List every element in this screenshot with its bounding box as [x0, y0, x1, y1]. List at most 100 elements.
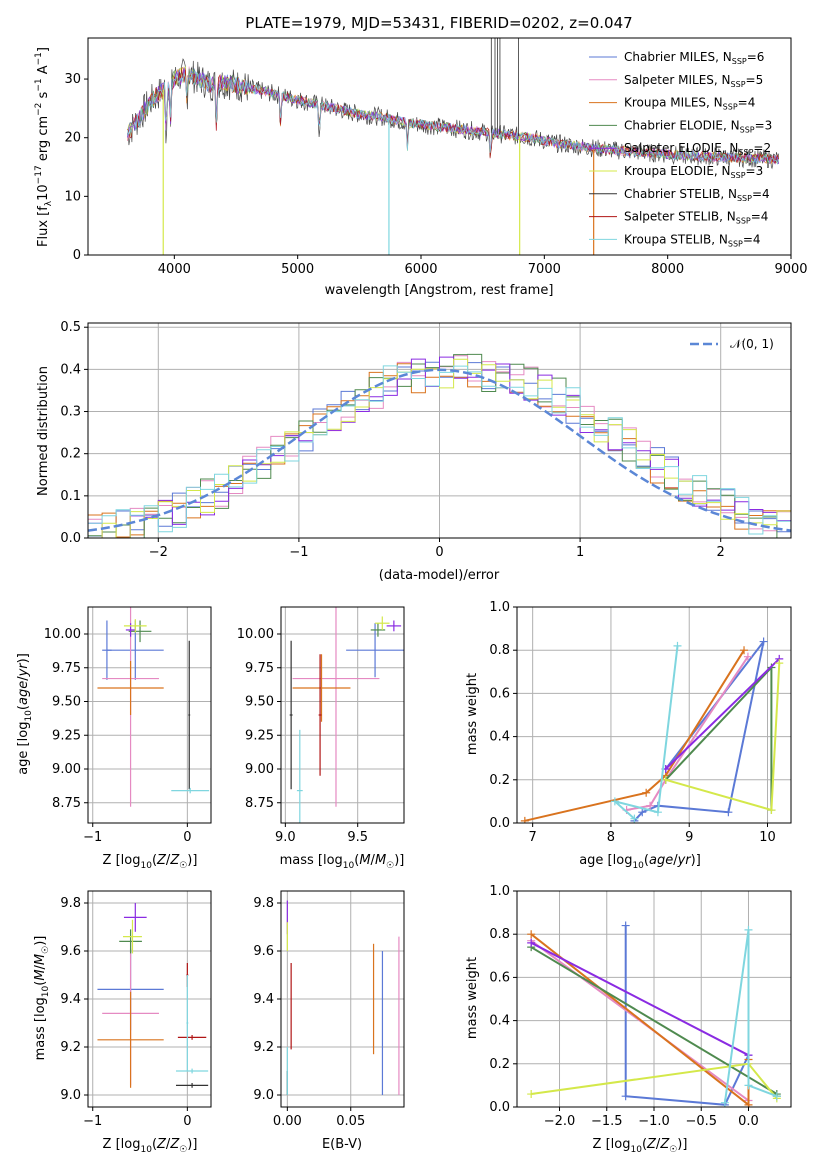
- age-z-xtick-label: −1: [83, 830, 102, 845]
- mw-age-series-kroupa_stelib: [614, 645, 679, 820]
- histogram-frame: [87, 322, 792, 539]
- spectrum-xtick-label: 4000: [158, 262, 191, 277]
- histogram-xtick-label: 1: [576, 545, 584, 560]
- mw-age-xlabel: age [log10(age/yr)]: [579, 853, 701, 871]
- histogram-ytick-label: 0.2: [60, 447, 81, 462]
- mw-age-xtick-label: 7: [529, 830, 537, 845]
- mass-z-ytick-label: 9.0: [60, 1088, 81, 1103]
- age-mass-ytick-label: 9.00: [245, 762, 274, 777]
- mw-z-ytick-label: 0.2: [489, 1057, 510, 1072]
- histogram-xtick-label: 2: [717, 545, 725, 560]
- age-z-ytick-label: 9.75: [52, 661, 81, 676]
- plot-area: [127, 38, 780, 255]
- mass-z-ytick-label: 9.6: [60, 944, 81, 959]
- histogram-xtick-label: −2: [149, 545, 168, 560]
- legend-label: Chabrier MILES, NSSP=6: [624, 50, 764, 66]
- mw-z-marker: [527, 930, 536, 939]
- mw-z-marker: [744, 1081, 753, 1090]
- mass-ebv-ytick-label: 9.2: [253, 1040, 274, 1055]
- age-mass-xlabel: mass [log10(M/M☉)]: [280, 853, 405, 871]
- mw-age-series-chabrier_elodie: [664, 664, 773, 810]
- legend-label: Chabrier ELODIE, NSSP=3: [624, 118, 772, 134]
- mass-z-ylabel: mass [log10(M/M☉)]: [33, 936, 51, 1061]
- mw-z-marker: [744, 925, 753, 934]
- histogram-ytick-label: 0.5: [60, 320, 81, 335]
- mw-age-ylabel: mass weight: [465, 673, 480, 755]
- histogram-ytick-label: 0.1: [60, 489, 81, 504]
- mw-z-ytick-label: 0.4: [489, 1014, 510, 1029]
- mw-z-ytick-label: 0.6: [489, 970, 510, 985]
- mass-z-ytick-label: 9.8: [60, 896, 81, 911]
- age-z-ytick-label: 9.25: [52, 728, 81, 743]
- mw-age-marker: [724, 808, 733, 817]
- plot-area: [97, 903, 209, 1088]
- legend-label: Kroupa STELIB, NSSP=4: [624, 232, 761, 248]
- mw-z-xtick-label: −2.0: [544, 1114, 576, 1129]
- mw-z-marker: [527, 1090, 536, 1099]
- mass-ebv-ytick-label: 9.0: [253, 1088, 274, 1103]
- mw-age-ytick-label: 0.0: [489, 816, 510, 831]
- mass-ebv-xtick-label: 0.05: [336, 1114, 365, 1129]
- mass-z-frame: [87, 890, 212, 1108]
- mw-age-series-kroupa_miles: [524, 649, 745, 822]
- mw-age-frame: [516, 606, 792, 824]
- plot-area: [88, 353, 791, 538]
- age-z-ytick-label: 8.75: [52, 796, 81, 811]
- plot-area: [289, 607, 404, 823]
- legend-label: 𝒩(0, 1): [730, 337, 774, 351]
- mw-z-frame: [516, 890, 792, 1108]
- mw-z-ytick-label: 1.0: [489, 884, 510, 899]
- age-mass-ytick-label: 9.25: [245, 728, 274, 743]
- mass-vs-metallicity-plot: −1 0 9.0 9.2 9.4 9.6 9.8: [60, 890, 212, 1129]
- mass-ebv-ytick-label: 9.8: [253, 896, 274, 911]
- mw-z-xlabel: Z [log10(Z/Z☉)]: [593, 1137, 688, 1155]
- spectrum-ylabel: Flux [fλ10−17 erg cm−2 s−1 A−1]: [34, 47, 54, 247]
- spectrum-xtick-label: 5000: [281, 262, 314, 277]
- age-vs-mass-plot: 9.0 9.5 8.75 9.00 9.25 9.50 9.75 10.00: [237, 606, 405, 845]
- mw-z-marker: [772, 1092, 781, 1101]
- plot-area: [527, 921, 781, 1107]
- mw-age-series-chabrier_miles: [633, 640, 765, 822]
- age-mass-ytick-label: 10.00: [237, 627, 274, 642]
- mw-z-ytick-label: 0.0: [489, 1100, 510, 1115]
- mw-age-marker: [520, 816, 529, 823]
- mw-z-xtick-label: −1.5: [591, 1114, 623, 1129]
- mw-age-marker: [610, 797, 619, 806]
- mw-age-ytick-label: 0.8: [489, 643, 510, 658]
- age-z-xlabel: Z [log10(Z/Z☉)]: [103, 853, 198, 871]
- age-mass-ytick-label: 9.50: [245, 695, 274, 710]
- mass-z-ytick-label: 9.4: [60, 992, 81, 1007]
- mass-z-ytick-label: 9.2: [60, 1040, 81, 1055]
- histogram-kroupa_stelib: [88, 365, 791, 535]
- mw-age-xtick-label: 9: [685, 830, 693, 845]
- mw-age-ytick-label: 0.4: [489, 730, 510, 745]
- spectrum-xtick-label: 7000: [528, 262, 561, 277]
- spectrum-frame: [87, 37, 792, 256]
- mw-age-marker: [673, 641, 682, 650]
- legend-label: Salpeter MILES, NSSP=5: [624, 73, 763, 89]
- mw-age-ytick-label: 1.0: [489, 600, 510, 615]
- age-mass-xtick-label: 9.0: [275, 830, 296, 845]
- mw-age-ytick-label: 0.6: [489, 686, 510, 701]
- mw-z-xtick-label: −1.0: [638, 1114, 670, 1129]
- mass-ebv-frame: [280, 890, 405, 1108]
- residual-histogram-plot: −2 −1 0 1 2 0.0 0.1 0.2 0.3 0.4 0.5 𝒩(0, 1): [60, 320, 792, 560]
- mass-ebv-xlabel: E(B-V): [322, 1137, 362, 1152]
- mass-z-xtick-label: −1: [83, 1114, 102, 1129]
- histogram-xtick-label: 0: [435, 545, 443, 560]
- mw-z-xtick-label: −0.5: [685, 1114, 717, 1129]
- legend-label: Salpeter STELIB, NSSP=4: [624, 210, 768, 226]
- normal-curve: [88, 368, 791, 532]
- spectrum-ytick-label: 0: [73, 248, 81, 263]
- histogram-xtick-label: −1: [289, 545, 308, 560]
- plot-area: [97, 607, 210, 807]
- mw-age-marker: [759, 637, 768, 646]
- histogram-xlabel: (data-model)/error: [379, 568, 500, 583]
- spectrum-salpeter_stelib: [127, 69, 780, 164]
- mass-weight-vs-age-plot: 7 8 9 10 0.0 0.2 0.4 0.6 0.8 1.0: [489, 600, 792, 845]
- mw-age-series-salpeter_elodie: [665, 658, 780, 770]
- legend-label: Chabrier STELIB, NSSP=4: [624, 187, 770, 203]
- spectrum-xtick-label: 9000: [774, 262, 807, 277]
- mw-z-ylabel: mass weight: [465, 957, 480, 1039]
- mw-age-marker: [661, 775, 670, 784]
